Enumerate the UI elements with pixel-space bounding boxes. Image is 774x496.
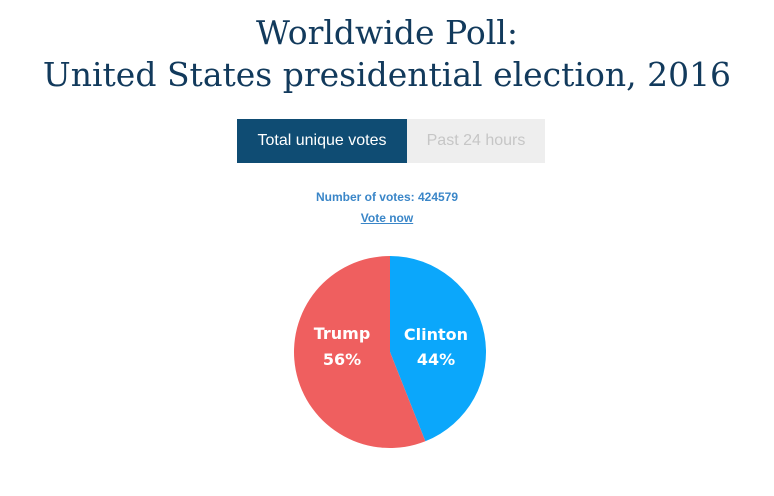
pie-slice-trump bbox=[294, 256, 426, 448]
tab-past-24-hours[interactable]: Past 24 hours bbox=[407, 119, 545, 163]
vote-tabs: Total unique votes Past 24 hours bbox=[237, 119, 545, 163]
vote-pie-chart: Trump 56% Clinton 44% bbox=[294, 256, 486, 448]
page-title-line2: United States presidential election, 201… bbox=[42, 55, 732, 94]
page-title-line1: Worldwide Poll: bbox=[256, 13, 518, 52]
tab-total-unique-votes[interactable]: Total unique votes bbox=[237, 119, 407, 163]
page-title: Worldwide Poll: United States presidenti… bbox=[0, 12, 774, 96]
pie-slice-clinton bbox=[390, 256, 486, 442]
vote-count: Number of votes: 424579 bbox=[315, 190, 459, 204]
pie-label-clinton-percent: 44% bbox=[417, 350, 455, 369]
vote-now-link[interactable]: Vote now bbox=[360, 211, 414, 225]
pie-svg: Trump 56% Clinton 44% bbox=[294, 256, 486, 448]
pie-label-trump-name: Trump bbox=[314, 324, 371, 343]
pie-label-trump-percent: 56% bbox=[323, 350, 361, 369]
pie-label-clinton-name: Clinton bbox=[404, 325, 468, 344]
